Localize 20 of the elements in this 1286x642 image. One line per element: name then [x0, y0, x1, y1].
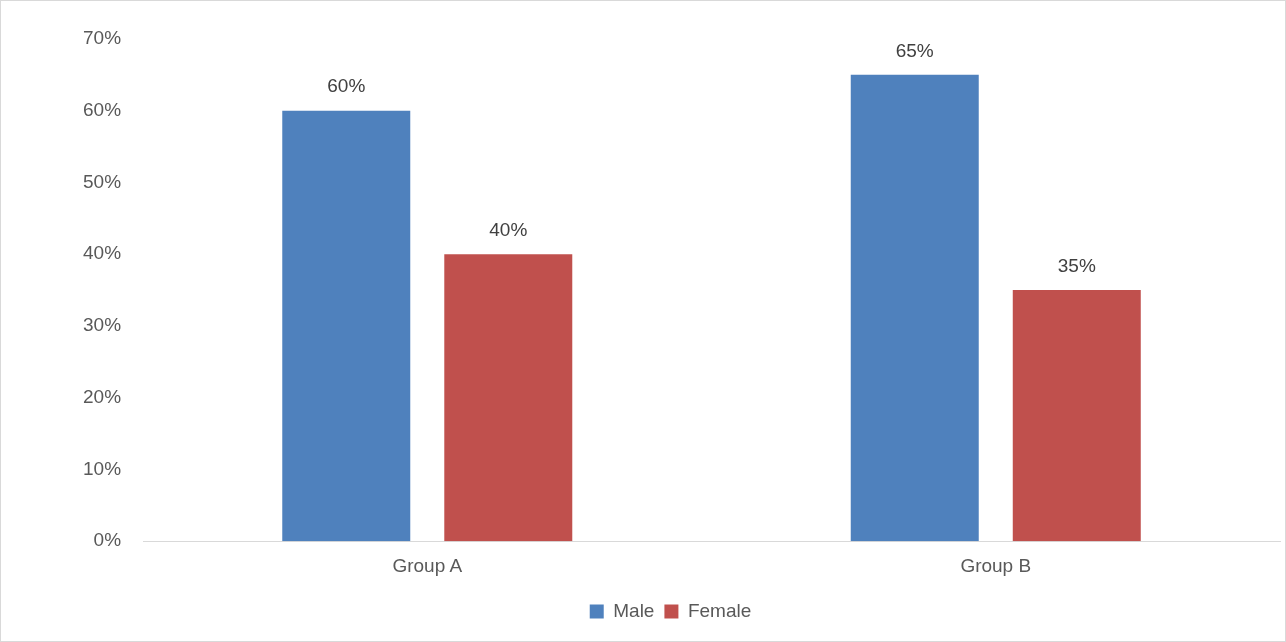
y-tick-label: 30%	[83, 314, 122, 336]
data-label: 60%	[327, 75, 366, 97]
y-tick-label: 10%	[83, 457, 122, 479]
data-label: 35%	[1057, 254, 1096, 276]
y-tick-label: 50%	[83, 170, 122, 192]
legend-label: Female	[687, 599, 752, 621]
bar	[444, 254, 573, 542]
data-label: 40%	[489, 218, 528, 240]
bar	[1012, 290, 1141, 542]
data-label: 65%	[895, 39, 934, 61]
x-tick-label: Group A	[392, 554, 463, 576]
bar	[850, 74, 979, 542]
legend-label: Male	[613, 599, 655, 621]
x-tick-label: Group B	[960, 554, 1032, 576]
bar	[282, 110, 411, 542]
y-tick-label: 70%	[83, 27, 122, 49]
y-tick-label: 20%	[83, 385, 122, 407]
y-tick-label: 60%	[83, 98, 122, 120]
y-tick-label: 40%	[83, 242, 122, 264]
y-tick-label: 0%	[93, 529, 122, 551]
